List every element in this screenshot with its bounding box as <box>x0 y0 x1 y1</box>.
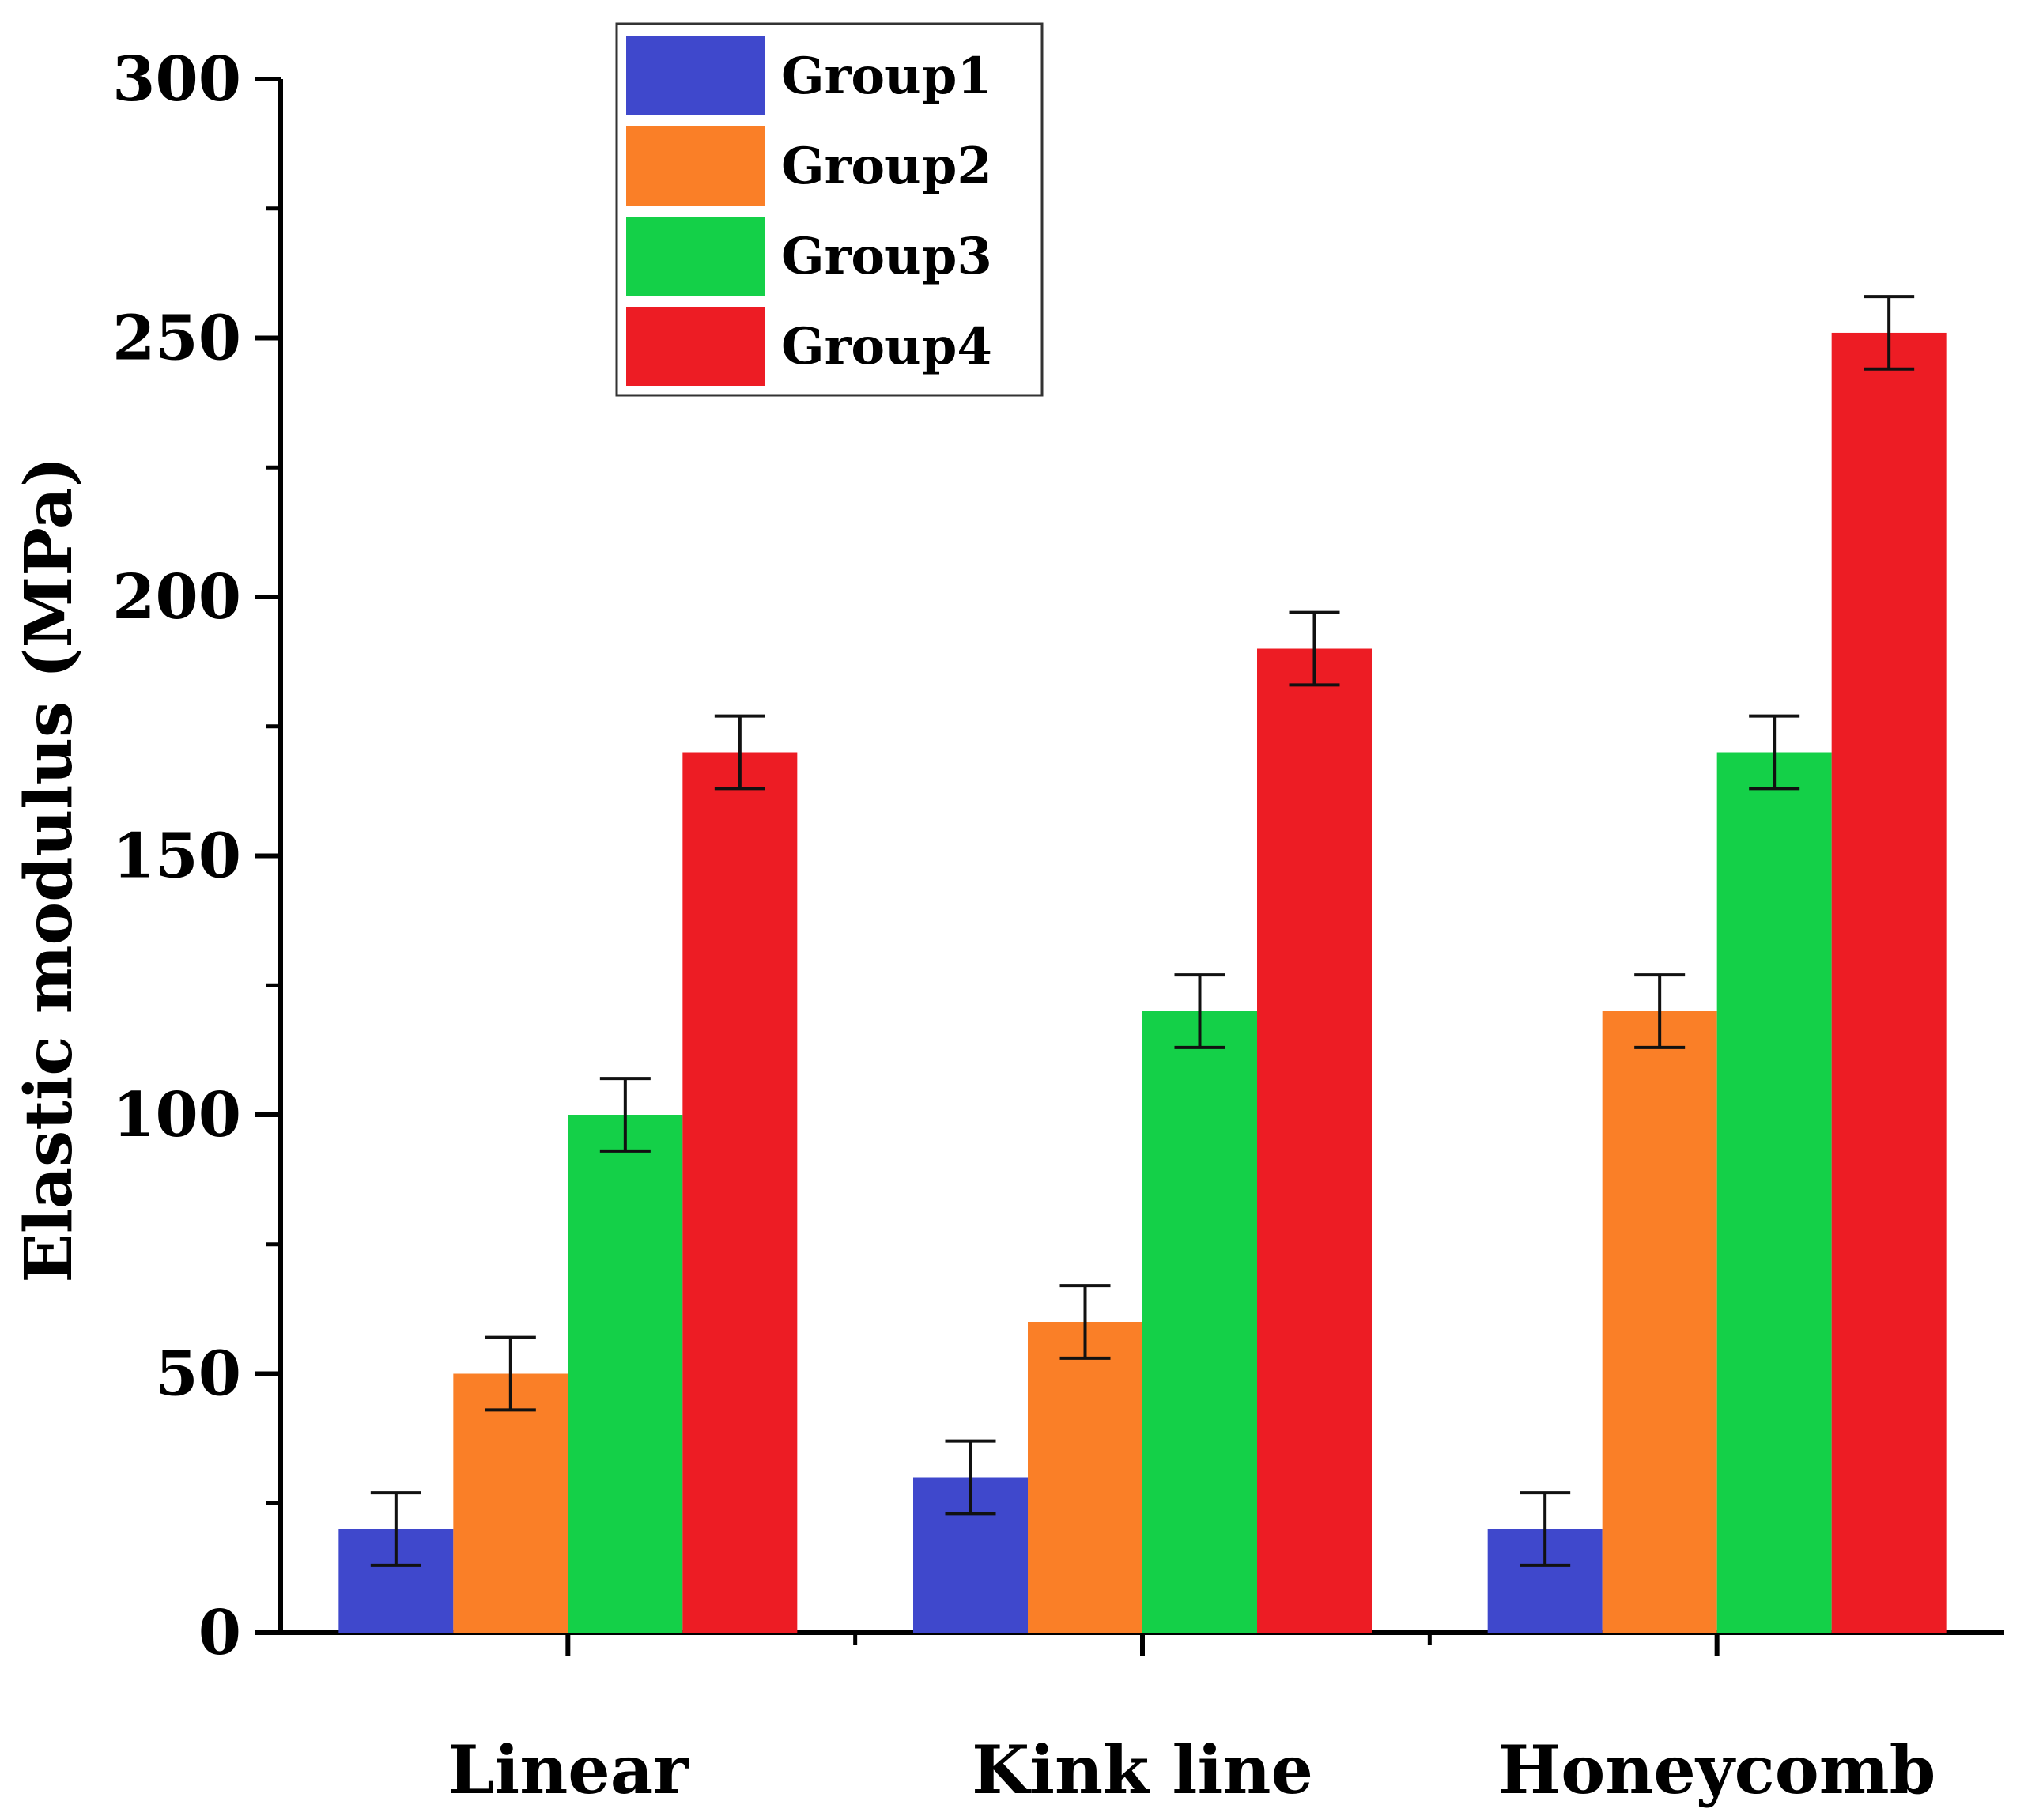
y-tick-label: 0 <box>198 1597 241 1669</box>
bars <box>338 332 1947 1633</box>
y-tick-label: 150 <box>112 821 241 893</box>
error-bar <box>599 1077 651 1153</box>
y-tick-label: 300 <box>112 43 241 115</box>
bar-group4-kink-line <box>1257 648 1372 1633</box>
error-bar <box>1634 973 1686 1049</box>
error-bars <box>370 295 1915 1567</box>
y-axis-title: Elastic modulus (MPa) <box>11 456 87 1282</box>
error-bar <box>1864 295 1915 371</box>
bar-group4-honeycomb <box>1831 332 1947 1633</box>
error-bar <box>485 1335 536 1412</box>
legend-label: Group4 <box>781 317 992 376</box>
bar-group3-honeycomb <box>1716 752 1832 1633</box>
error-bar <box>714 714 765 791</box>
x-category-label: Linear <box>447 1731 689 1809</box>
bar-group2-linear <box>453 1373 568 1633</box>
legend-swatch <box>626 217 765 296</box>
error-bar <box>945 1439 996 1516</box>
bar-group3-linear <box>568 1115 683 1633</box>
y-tick-label: 100 <box>112 1079 241 1151</box>
legend-label: Group2 <box>781 137 992 196</box>
legend-swatch <box>626 36 765 115</box>
error-bar <box>370 1491 421 1567</box>
legend-label: Group1 <box>781 47 992 106</box>
error-bar <box>1289 610 1340 687</box>
bar-group4-linear <box>682 752 798 1633</box>
x-category-label: Honeycomb <box>1498 1731 1936 1809</box>
error-bar <box>1059 1284 1111 1360</box>
y-tick-label: 250 <box>112 303 241 375</box>
bar-group2-kink-line <box>1028 1322 1142 1633</box>
y-tick-label: 200 <box>112 561 241 633</box>
legend: Group1 Group2 Group3 Group4 <box>615 22 1044 397</box>
bar-group2-honeycomb <box>1602 1011 1717 1633</box>
legend-swatch <box>626 126 765 206</box>
bar-group3-kink-line <box>1142 1011 1257 1633</box>
error-bar <box>1174 973 1225 1049</box>
y-tick-label: 50 <box>155 1339 241 1410</box>
error-bar <box>1520 1491 1571 1567</box>
legend-swatch <box>626 307 765 386</box>
ticks: 0 50 100 150 200 250 300 Linear Kink line Honeyco… <box>112 43 1935 1809</box>
error-bar <box>1749 714 1800 791</box>
x-category-label: Kink line <box>972 1731 1313 1809</box>
legend-label: Group3 <box>781 227 992 286</box>
